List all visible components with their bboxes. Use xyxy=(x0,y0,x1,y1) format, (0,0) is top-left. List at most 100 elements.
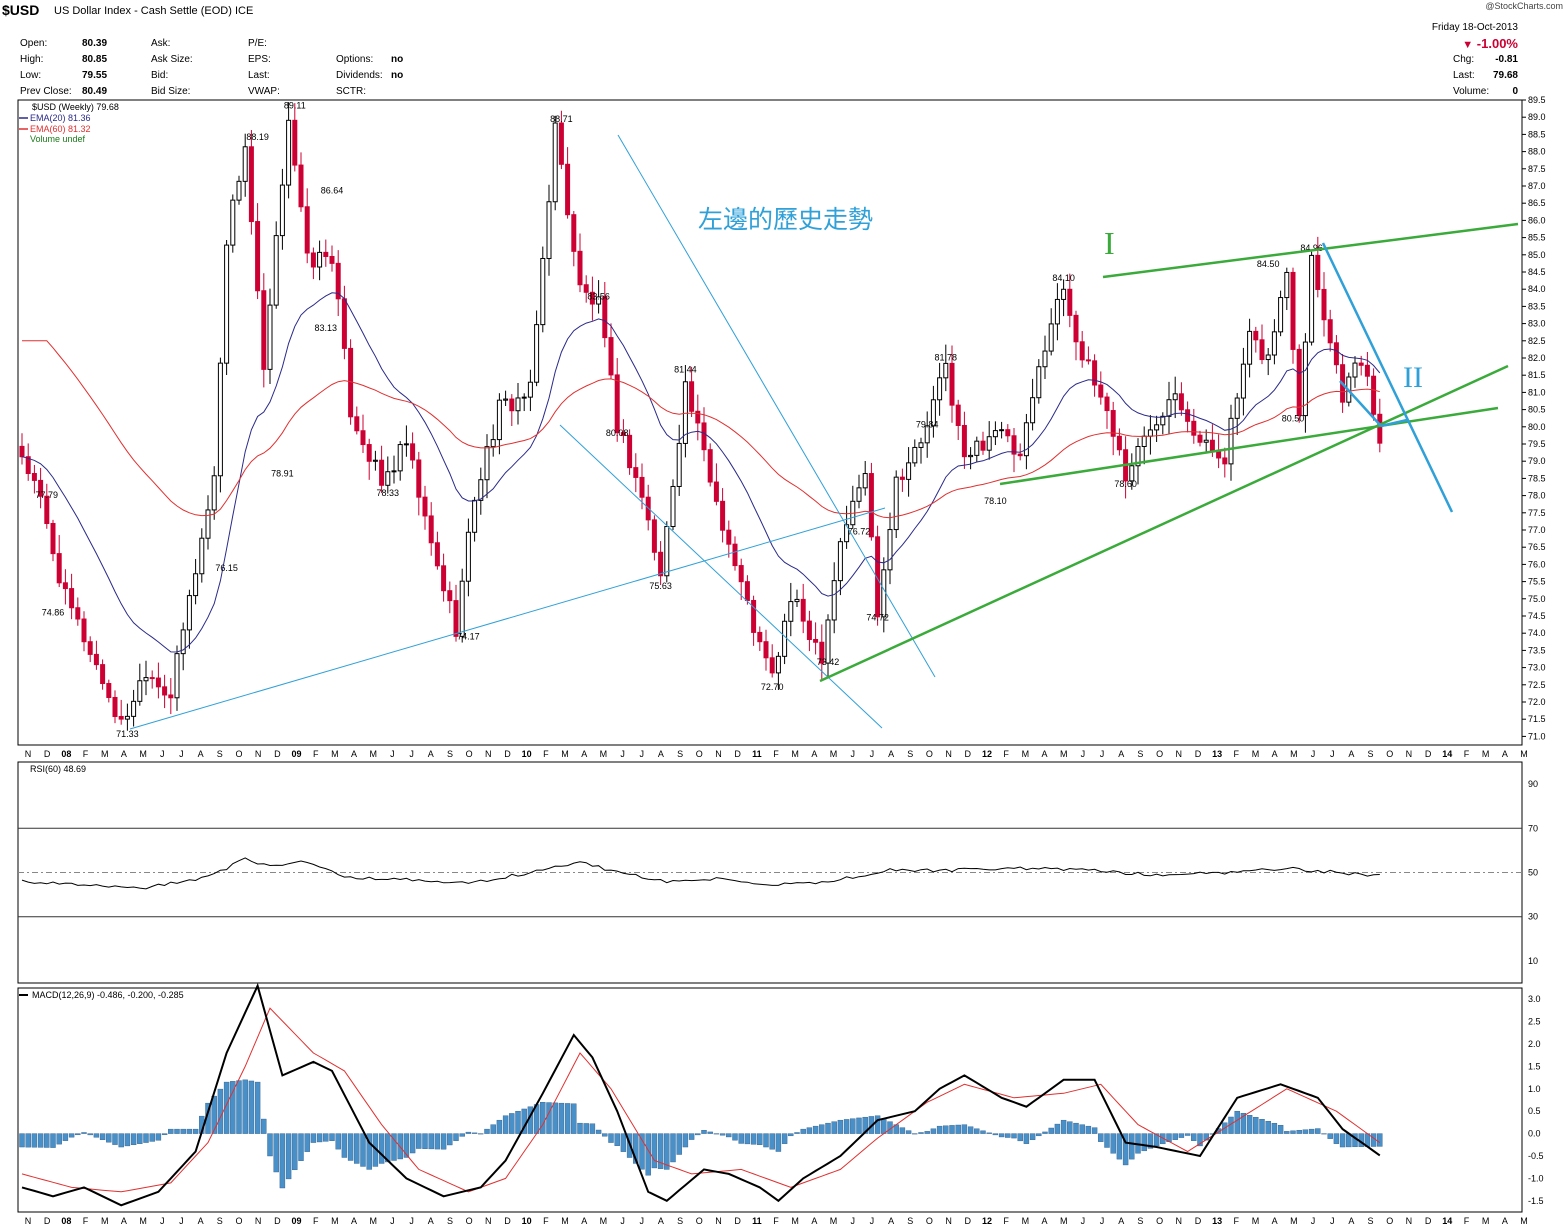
macd-histogram-bar xyxy=(1178,1133,1185,1138)
candle-up xyxy=(546,201,552,259)
candle-up xyxy=(465,531,471,582)
price-y-tick: 85.5 xyxy=(1528,233,1546,243)
macd-histogram-bar xyxy=(1153,1133,1160,1147)
macd-histogram-bar xyxy=(608,1133,614,1143)
macd-histogram-bar xyxy=(961,1124,968,1134)
macd-histogram-bar xyxy=(37,1133,44,1148)
wave-ii-line-upper xyxy=(1321,242,1454,513)
macd-histogram-bar xyxy=(323,1133,329,1142)
macd-histogram-bar xyxy=(571,1103,577,1134)
volume-label: Volume: xyxy=(1453,86,1490,97)
macd-x-tick: F xyxy=(83,1216,89,1226)
price-x-tick: A xyxy=(198,749,204,759)
last-value: 79.68 xyxy=(1492,70,1518,81)
candle-down xyxy=(602,296,608,339)
macd-y-tick: -1.0 xyxy=(1528,1173,1544,1183)
candle-up xyxy=(856,487,862,502)
macd-histogram-bar xyxy=(1017,1133,1023,1142)
ema60-legend: EMA(60) 81.32 xyxy=(30,124,91,134)
price-y-tick: 77.0 xyxy=(1528,525,1546,535)
macd-histogram-bar xyxy=(1029,1133,1036,1140)
candle-down xyxy=(1377,413,1383,444)
macd-histogram-bar xyxy=(1141,1133,1147,1152)
macd-x-tick: A xyxy=(658,1216,664,1226)
candle-down xyxy=(323,251,329,257)
candle-down xyxy=(354,416,360,432)
macd-x-tick: N xyxy=(945,1216,952,1226)
macd-histogram-bar xyxy=(1246,1114,1253,1134)
right-values: -0.81 79.68 0 xyxy=(1493,52,1518,100)
macd-x-tick: O xyxy=(1156,1216,1163,1226)
macd-histogram-bar xyxy=(1308,1128,1315,1134)
candle-up xyxy=(862,473,868,489)
price-x-tick: 13 xyxy=(1212,749,1222,759)
candle-up xyxy=(230,199,236,246)
price-x-tick: J xyxy=(1081,749,1086,759)
price-x-tick: S xyxy=(217,749,223,759)
price-x-tick: A xyxy=(1272,749,1278,759)
macd-x-tick: J xyxy=(850,1216,855,1226)
candle-up xyxy=(794,598,800,603)
macd-x-tick: S xyxy=(677,1216,683,1226)
candle-down xyxy=(1017,453,1023,457)
candle-down xyxy=(1315,254,1321,290)
price-y-tick: 77.5 xyxy=(1528,508,1546,518)
candle-down xyxy=(720,500,726,531)
macd-histogram-bar xyxy=(180,1128,186,1134)
fundamental-labels: P/E: EPS: Last: VWAP: xyxy=(248,36,280,100)
price-x-tick: A xyxy=(351,749,357,759)
macd-histogram-bar xyxy=(986,1132,992,1134)
candle-up xyxy=(670,485,676,528)
macd-x-tick: M xyxy=(1520,1216,1528,1226)
macd-histogram-bar xyxy=(874,1115,881,1134)
price-x-tick: O xyxy=(1156,749,1163,759)
candle-down xyxy=(868,473,874,538)
macd-histogram-bar xyxy=(428,1133,434,1150)
candle-down xyxy=(1321,288,1327,321)
trendline-green-upper xyxy=(1102,222,1519,279)
macd-histogram-bar xyxy=(955,1124,961,1134)
option-values: no no xyxy=(391,52,403,84)
price-annotation: 74.17 xyxy=(457,631,480,641)
macd-histogram-bar xyxy=(664,1133,670,1170)
macd-histogram-bar xyxy=(1129,1133,1135,1160)
macd-histogram-bar xyxy=(118,1133,124,1148)
macd-histogram-bar xyxy=(750,1133,757,1145)
candle-up xyxy=(1278,297,1284,333)
candle-up xyxy=(478,479,484,501)
macd-histogram-bar xyxy=(1104,1133,1110,1148)
candle-down xyxy=(571,214,577,252)
candle-up xyxy=(1352,362,1358,378)
fundamental-label: VWAP: xyxy=(248,86,280,97)
macd-histogram-bar xyxy=(577,1122,583,1134)
price-y-tick: 81.5 xyxy=(1528,370,1546,380)
trendline-green-rising xyxy=(819,364,1509,683)
macd-histogram-bar xyxy=(639,1133,645,1170)
candle-up xyxy=(924,425,930,444)
macd-histogram-bar xyxy=(707,1131,713,1134)
price-x-tick: J xyxy=(409,749,414,759)
macd-histogram-bar xyxy=(130,1133,137,1145)
price-x-tick: O xyxy=(1386,749,1393,759)
candle-up xyxy=(1228,417,1234,465)
macd-histogram-bar xyxy=(1284,1131,1290,1134)
trendline-green-lower xyxy=(999,406,1499,486)
candle-down xyxy=(360,430,366,446)
candle-down xyxy=(422,496,428,517)
macd-histogram-bar xyxy=(546,1102,552,1134)
candle-up xyxy=(490,439,496,448)
macd-x-tick: S xyxy=(907,1216,913,1226)
price-y-tick: 84.0 xyxy=(1528,284,1546,294)
price-annotation: 81.44 xyxy=(674,364,697,374)
price-y-tick: 82.5 xyxy=(1528,336,1546,346)
macd-x-tick: 13 xyxy=(1212,1216,1222,1226)
macd-histogram-bar xyxy=(112,1133,118,1145)
price-x-tick: J xyxy=(160,749,165,759)
candle-up xyxy=(385,471,391,486)
candle-down xyxy=(757,631,763,643)
price-x-tick: J xyxy=(1311,749,1316,759)
macd-x-tick: A xyxy=(1118,1216,1124,1226)
price-x-tick: A xyxy=(1502,749,1508,759)
macd-x-tick: N xyxy=(1176,1216,1183,1226)
price-x-tick: J xyxy=(850,749,855,759)
